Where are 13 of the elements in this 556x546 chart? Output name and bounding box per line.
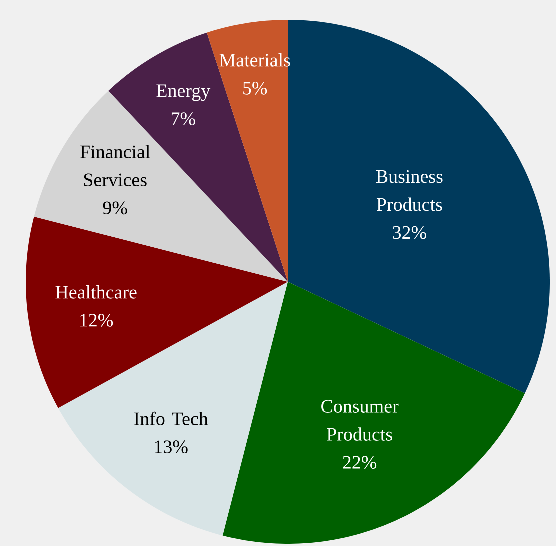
data-label: 13% bbox=[155, 440, 188, 454]
data-label: 12% bbox=[80, 314, 114, 327]
slice-label: Consumer Products bbox=[322, 400, 399, 441]
slice-label: Info Tech bbox=[134, 412, 208, 426]
data-label: 7% bbox=[172, 112, 196, 126]
slice-label: Energy bbox=[156, 84, 211, 102]
slice-label: Financial Services bbox=[80, 145, 150, 187]
slice-label: Healthcare bbox=[56, 286, 137, 299]
data-label: 22% bbox=[343, 456, 377, 470]
data-label: 5% bbox=[244, 82, 268, 95]
data-label: 32% bbox=[393, 226, 426, 240]
data-label: 9% bbox=[103, 202, 128, 215]
slice-label: Business Products bbox=[376, 170, 443, 212]
